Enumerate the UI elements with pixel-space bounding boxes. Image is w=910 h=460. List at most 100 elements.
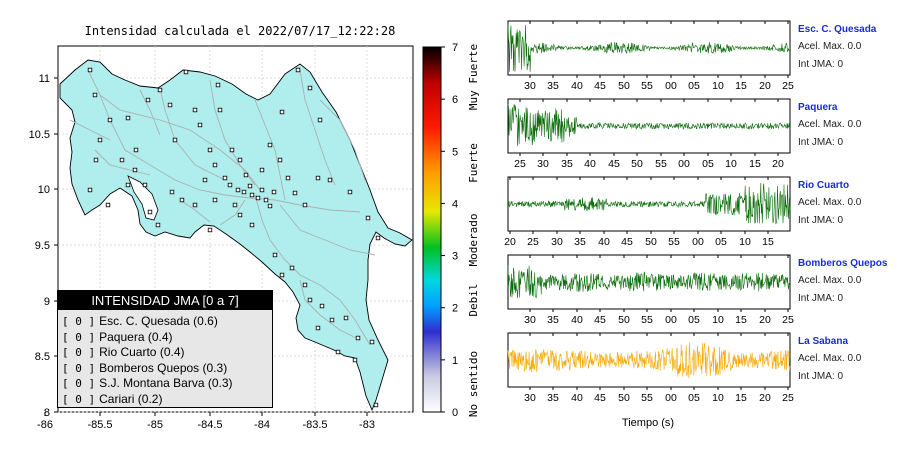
station-marker — [172, 137, 178, 143]
station-marker — [192, 107, 198, 113]
road-line — [254, 99, 286, 201]
trace-frame — [507, 98, 791, 154]
trace-tick-label: 25 — [782, 80, 794, 92]
station-marker — [335, 349, 341, 355]
station-marker — [369, 339, 375, 345]
station-marker — [319, 303, 325, 309]
intensity-legend: INTENSIDAD JMA [0 a 7] [ 0 ] Esc. C. Ques… — [57, 290, 273, 408]
station-marker — [125, 115, 131, 121]
station-marker — [192, 202, 198, 208]
legend-item-label: Rio Cuarto (0.4) — [99, 345, 185, 360]
trace-tick-label: 30 — [524, 314, 536, 326]
colorbar-tick-label: 4 — [452, 198, 458, 210]
station-marker — [157, 87, 163, 93]
trace-frame — [507, 20, 791, 76]
map-x-tick-label: -85 — [147, 419, 163, 431]
colorbar-category-label: Fuerte — [467, 143, 480, 183]
trace-station-name: Bomberos Quepos — [798, 258, 888, 269]
intensity-colorbar: 0 1 2 3 4 5 6 7 No sentido Debil Moderado Fuerte Mu… — [422, 42, 480, 419]
station-markers — [87, 67, 381, 408]
station-marker — [249, 192, 255, 198]
trace-tick-label: 40 — [598, 236, 610, 248]
map-x-tick-label: -84.5 — [197, 419, 222, 431]
station-marker — [202, 177, 208, 183]
trace-tick-label: 15 — [762, 236, 774, 248]
trace-max-accel: Acel. Max. 0.0 — [798, 197, 862, 208]
trace-info: Paquera Acel. Max. 0.0 Int JMA: 0 — [798, 102, 908, 152]
colorbar-tick-label: 7 — [452, 42, 458, 54]
road-line — [254, 194, 371, 346]
station-marker — [277, 157, 283, 163]
station-marker — [179, 197, 185, 203]
station-marker — [243, 172, 249, 178]
station-marker — [317, 117, 323, 123]
trace-tick-label: 40 — [571, 392, 583, 404]
trace-tick-label: 35 — [547, 392, 559, 404]
legend-item: [ 0 ] Esc. C. Quesada (0.6) — [62, 314, 272, 330]
trace-tick-label: 25 — [514, 158, 526, 170]
trace-tick-label: 10 — [712, 314, 724, 326]
trace-tick-label: 15 — [735, 392, 747, 404]
trace-tick-label: 45 — [594, 314, 606, 326]
station-marker — [212, 197, 218, 203]
trace-jma-intensity: Int JMA: 0 — [798, 137, 844, 148]
map-y-tick-label: 11 — [39, 73, 50, 85]
trace-tick-label: 00 — [692, 236, 704, 248]
trace-tick-label: 05 — [715, 236, 727, 248]
legend-item-level: [ 0 ] — [62, 361, 96, 375]
trace-tick-label: 30 — [537, 158, 549, 170]
station-marker — [255, 195, 261, 201]
trace-waveform — [507, 182, 791, 225]
trace-tick-label: 50 — [618, 314, 630, 326]
trace-waveform — [507, 264, 791, 299]
trace-tick-label: 20 — [759, 392, 771, 404]
station-marker — [272, 252, 278, 258]
road-line — [299, 69, 336, 186]
road-line — [299, 279, 361, 341]
station-marker — [295, 67, 301, 73]
station-marker — [355, 335, 361, 341]
legend-header: INTENSIDAD JMA [0 a 7] — [58, 291, 272, 310]
trace-tick-label: 30 — [524, 392, 536, 404]
trace-frame — [507, 176, 791, 232]
trace-tick-label: 25 — [782, 314, 794, 326]
trace-tick-label: 35 — [547, 314, 559, 326]
map-x-tick-label: -86 — [37, 419, 53, 431]
station-marker — [227, 182, 233, 188]
station-marker — [145, 97, 151, 103]
station-marker — [197, 122, 203, 128]
station-marker — [279, 272, 285, 278]
trace-tick-label: 35 — [561, 158, 573, 170]
trace-waveform — [507, 342, 791, 379]
trace-tick-label: 55 — [655, 158, 667, 170]
trace-tick-label: 10 — [712, 80, 724, 92]
trace-tick-label: 25 — [527, 236, 539, 248]
station-marker — [373, 402, 379, 408]
road-line — [209, 79, 256, 186]
trace-max-accel: Acel. Max. 0.0 — [798, 353, 862, 364]
station-marker — [232, 202, 238, 208]
legend-item: [ 0 ] Rio Cuarto (0.4) — [62, 345, 272, 361]
trace-tick-label: 20 — [759, 314, 771, 326]
station-marker — [132, 167, 138, 173]
legend-item-level: [ 0 ] — [62, 330, 96, 344]
legend-item: [ 0 ] Bomberos Quepos (0.3) — [62, 361, 272, 377]
trace-station-name: La Sabana — [798, 336, 849, 347]
trace-tick-label: 45 — [594, 392, 606, 404]
trace-tick-label: 50 — [645, 236, 657, 248]
trace-tick-label: 10 — [712, 392, 724, 404]
trace-tick-label: 00 — [678, 158, 690, 170]
colorbar-tick-label: 5 — [452, 146, 458, 158]
trace-jma-intensity: Int JMA: 0 — [798, 371, 844, 382]
station-marker — [302, 282, 308, 288]
trace-jma-intensity: Int JMA: 0 — [798, 59, 844, 70]
station-marker — [347, 189, 353, 195]
station-marker — [133, 147, 139, 153]
station-marker — [259, 167, 265, 173]
trace-panel: 30 35 40 45 50 55 00 05 10 15 20 25 — [507, 332, 794, 404]
road-line — [99, 94, 261, 191]
trace-station-name: Paquera — [798, 102, 838, 113]
trace-info: Bomberos Quepos Acel. Max. 0.0 Int JMA: 0 — [798, 258, 908, 308]
map-y-tick-label: 9 — [44, 296, 50, 308]
trace-jma-intensity: Int JMA: 0 — [798, 293, 844, 304]
